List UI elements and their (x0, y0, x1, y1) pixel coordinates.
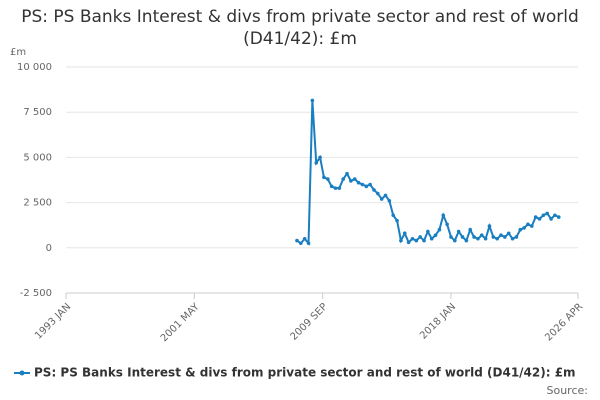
legend-item: PS: PS Banks Interest & divs from privat… (14, 366, 576, 380)
data-point (395, 218, 399, 223)
data-point (376, 191, 380, 196)
data-point (306, 241, 311, 246)
data-point (464, 238, 469, 243)
data-point (553, 213, 557, 218)
x-tick-label: 1993 JAN (33, 301, 73, 341)
data-point (422, 238, 426, 243)
data-point (479, 233, 484, 237)
y-tick-label: 5 000 (23, 152, 52, 163)
data-point (506, 231, 511, 236)
data-point (325, 177, 330, 181)
y-tick-label: -2 500 (20, 288, 52, 299)
data-point (333, 186, 338, 190)
data-point (510, 236, 515, 241)
data-point (387, 198, 392, 203)
data-point (468, 227, 473, 232)
data-point (368, 182, 372, 187)
data-point (302, 236, 307, 241)
data-point (399, 238, 403, 243)
data-point (545, 211, 550, 216)
x-tick-label: 2001 MAY (159, 301, 202, 344)
y-tick-label: 0 (46, 243, 52, 254)
legend-label: PS: PS Banks Interest & divs from privat… (34, 366, 576, 380)
data-point (329, 184, 334, 189)
data-point (295, 238, 299, 243)
data-point (487, 224, 492, 228)
data-point (537, 217, 542, 221)
data-point (476, 236, 480, 241)
data-point (349, 179, 353, 183)
data-point (383, 193, 388, 198)
data-point (449, 235, 453, 239)
data-point (549, 217, 553, 221)
data-point (483, 236, 488, 241)
y-tick-label: 10 000 (17, 62, 52, 73)
data-point (503, 235, 507, 239)
data-point (441, 213, 446, 218)
data-point (491, 235, 496, 239)
data-point (526, 222, 530, 227)
data-point (453, 238, 457, 243)
data-point (379, 197, 384, 201)
series-line (296, 100, 560, 246)
data-point (418, 235, 422, 239)
data-point (426, 229, 430, 234)
data-point (360, 182, 365, 187)
data-point (406, 240, 411, 245)
data-point (541, 213, 546, 218)
data-point (341, 177, 345, 181)
data-point (345, 171, 349, 176)
x-tick-label: 2018 JAN (418, 301, 458, 341)
data-point (437, 227, 442, 232)
data-point (514, 235, 519, 239)
y-unit: £m (10, 47, 26, 58)
data-point (518, 227, 523, 232)
data-point (356, 180, 361, 185)
x-tick-label: 2009 SEP (289, 301, 330, 342)
data-point (314, 161, 319, 165)
y-tick-label: 2 500 (23, 198, 52, 209)
chart-title: PS: PS Banks Interest & divs from privat… (21, 7, 579, 49)
data-point (310, 98, 315, 103)
source: Source: (547, 384, 589, 397)
data-point (533, 215, 538, 219)
data-point (472, 235, 476, 239)
data-point (460, 235, 465, 239)
data-point (495, 236, 499, 241)
data-point (299, 241, 303, 246)
data-point (414, 238, 419, 243)
x-tick-label: 2026 APR (543, 301, 585, 343)
y-tick-label: 7 500 (23, 107, 52, 118)
data-point (364, 184, 369, 189)
data-point (402, 231, 407, 236)
data-point (318, 155, 322, 160)
data-point (410, 236, 415, 241)
data-point (499, 233, 503, 237)
data-point (433, 233, 438, 237)
data-point (445, 222, 449, 227)
data-point (456, 229, 461, 234)
data-point (522, 226, 526, 230)
data-point (429, 236, 434, 241)
data-point (352, 177, 357, 181)
legend-marker (19, 370, 25, 376)
data-point (372, 188, 376, 192)
data-point (337, 186, 342, 190)
data-point (556, 215, 561, 219)
data-point (530, 224, 534, 228)
data-point (322, 175, 326, 180)
data-point (391, 213, 396, 218)
